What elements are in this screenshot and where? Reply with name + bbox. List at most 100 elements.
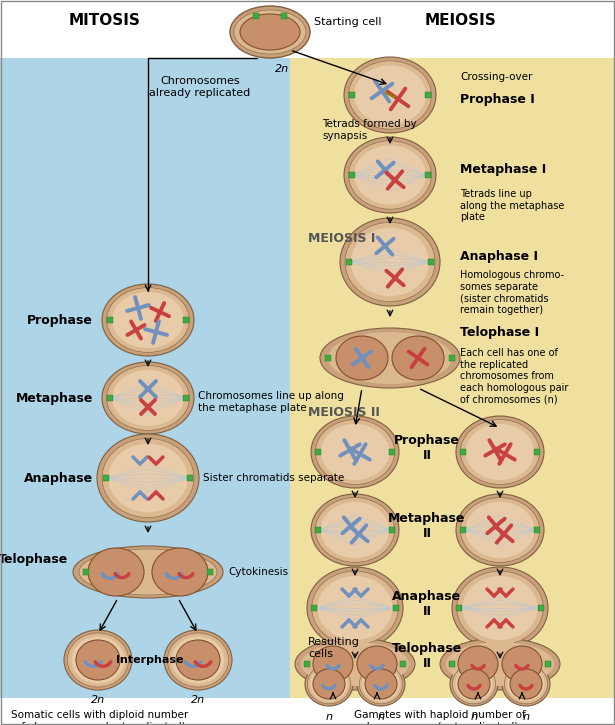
- Ellipse shape: [320, 502, 389, 558]
- Ellipse shape: [164, 630, 232, 690]
- Text: 2n: 2n: [191, 695, 205, 705]
- Ellipse shape: [88, 548, 144, 596]
- Text: Metaphase
II: Metaphase II: [388, 512, 466, 540]
- Bar: [290, 58, 615, 698]
- Ellipse shape: [507, 667, 545, 701]
- Bar: [0, 58, 290, 698]
- Ellipse shape: [313, 646, 353, 682]
- Text: Anaphase I: Anaphase I: [460, 249, 538, 262]
- Ellipse shape: [320, 328, 460, 388]
- Ellipse shape: [295, 638, 415, 690]
- Ellipse shape: [455, 667, 493, 701]
- Ellipse shape: [456, 494, 544, 566]
- Text: n: n: [325, 712, 333, 722]
- Ellipse shape: [311, 667, 347, 701]
- Text: MEIOSIS I: MEIOSIS I: [308, 231, 375, 244]
- Ellipse shape: [97, 434, 199, 522]
- Ellipse shape: [510, 669, 542, 699]
- Ellipse shape: [344, 57, 436, 133]
- Ellipse shape: [340, 218, 440, 306]
- Text: 2n: 2n: [275, 64, 289, 74]
- Text: Prophase
II: Prophase II: [394, 434, 460, 462]
- Ellipse shape: [453, 664, 496, 704]
- Ellipse shape: [71, 637, 124, 684]
- Text: Somatic cells with diploid number
of chromosomes (not replicated): Somatic cells with diploid number of chr…: [11, 710, 189, 725]
- Ellipse shape: [466, 502, 534, 558]
- Text: Metaphase: Metaphase: [15, 392, 93, 405]
- Ellipse shape: [452, 567, 548, 649]
- Ellipse shape: [466, 424, 534, 480]
- Ellipse shape: [106, 288, 189, 352]
- Text: Prophase: Prophase: [27, 313, 93, 326]
- Text: Telophase I: Telophase I: [460, 326, 539, 339]
- Text: Crossing-over: Crossing-over: [460, 72, 533, 82]
- Text: n: n: [470, 712, 477, 722]
- Text: Telophase: Telophase: [0, 553, 68, 566]
- Ellipse shape: [76, 640, 120, 680]
- Ellipse shape: [317, 576, 392, 640]
- Ellipse shape: [108, 444, 188, 513]
- Ellipse shape: [440, 638, 560, 690]
- Ellipse shape: [349, 141, 431, 210]
- Ellipse shape: [172, 637, 224, 684]
- Text: Metaphase I: Metaphase I: [460, 162, 546, 175]
- Ellipse shape: [328, 332, 452, 384]
- Ellipse shape: [357, 662, 405, 706]
- Text: n: n: [523, 712, 530, 722]
- Ellipse shape: [320, 424, 389, 480]
- Ellipse shape: [344, 137, 436, 213]
- Text: Chromosomes
already replicated: Chromosomes already replicated: [149, 76, 251, 98]
- Text: MEIOSIS: MEIOSIS: [424, 12, 496, 28]
- Text: Tetrads line up
along the metaphase
plate: Tetrads line up along the metaphase plat…: [460, 189, 565, 222]
- Text: Chromosomes line up along
the metaphase plate: Chromosomes line up along the metaphase …: [198, 392, 344, 413]
- Ellipse shape: [112, 370, 184, 426]
- Ellipse shape: [354, 145, 426, 204]
- Ellipse shape: [308, 664, 351, 704]
- Ellipse shape: [112, 292, 184, 348]
- Ellipse shape: [68, 633, 129, 687]
- Ellipse shape: [392, 336, 444, 380]
- Text: Cytokinesis: Cytokinesis: [228, 567, 288, 577]
- Ellipse shape: [502, 646, 542, 682]
- Text: Homologous chromo-
somes separate
(sister chromatids
remain together): Homologous chromo- somes separate (siste…: [460, 270, 564, 315]
- Text: Starting cell: Starting cell: [314, 17, 381, 27]
- Text: Sister chromatids separate: Sister chromatids separate: [203, 473, 344, 483]
- Text: MITOSIS: MITOSIS: [69, 12, 141, 28]
- Text: MEIOSIS II: MEIOSIS II: [308, 405, 380, 418]
- Ellipse shape: [349, 61, 431, 129]
- Ellipse shape: [458, 669, 490, 699]
- Ellipse shape: [79, 549, 217, 595]
- Ellipse shape: [456, 416, 544, 488]
- Ellipse shape: [446, 642, 554, 686]
- Ellipse shape: [336, 336, 388, 380]
- Bar: [0, 698, 615, 725]
- Text: Telophase
II: Telophase II: [392, 642, 462, 670]
- Ellipse shape: [234, 10, 306, 54]
- Text: Resulting
cells: Resulting cells: [308, 637, 360, 659]
- Ellipse shape: [357, 646, 397, 682]
- Ellipse shape: [167, 633, 229, 687]
- Text: Tetrads formed by
synapsis: Tetrads formed by synapsis: [322, 119, 416, 141]
- Ellipse shape: [458, 646, 498, 682]
- Ellipse shape: [365, 669, 397, 699]
- Ellipse shape: [307, 567, 403, 649]
- Ellipse shape: [311, 416, 399, 488]
- Ellipse shape: [461, 420, 539, 484]
- Ellipse shape: [504, 664, 547, 704]
- Ellipse shape: [305, 662, 353, 706]
- Ellipse shape: [64, 630, 132, 690]
- Ellipse shape: [152, 548, 208, 596]
- Ellipse shape: [315, 497, 395, 563]
- Ellipse shape: [102, 439, 194, 518]
- Ellipse shape: [359, 664, 403, 704]
- Text: 2n: 2n: [91, 695, 105, 705]
- Text: Anaphase: Anaphase: [24, 471, 93, 484]
- Ellipse shape: [315, 420, 395, 484]
- Ellipse shape: [230, 6, 310, 58]
- Ellipse shape: [354, 65, 426, 125]
- Ellipse shape: [457, 571, 543, 645]
- Ellipse shape: [462, 576, 538, 640]
- Ellipse shape: [102, 362, 194, 434]
- Ellipse shape: [240, 14, 300, 50]
- Ellipse shape: [106, 365, 189, 431]
